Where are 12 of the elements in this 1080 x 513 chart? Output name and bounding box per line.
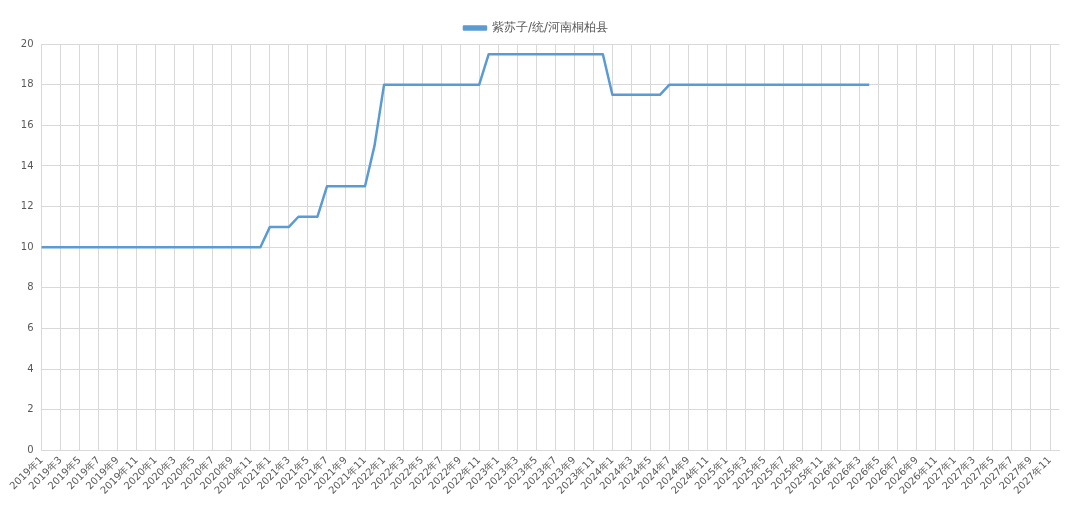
y-tick-label: 8 bbox=[27, 281, 34, 293]
y-tick-label: 20 bbox=[20, 37, 34, 49]
y-tick-label: 2 bbox=[27, 403, 34, 415]
y-tick-label: 14 bbox=[20, 159, 34, 171]
y-tick-label: 16 bbox=[20, 118, 34, 130]
y-tick-label: 6 bbox=[27, 322, 34, 334]
y-tick-label: 0 bbox=[27, 444, 34, 456]
y-tick-label: 18 bbox=[20, 78, 34, 90]
y-tick-label: 10 bbox=[20, 240, 34, 252]
legend-label: 紫苏子/统/河南桐柏县 bbox=[491, 20, 609, 35]
y-tick-label: 4 bbox=[27, 362, 34, 374]
y-tick-label: 12 bbox=[20, 200, 34, 212]
